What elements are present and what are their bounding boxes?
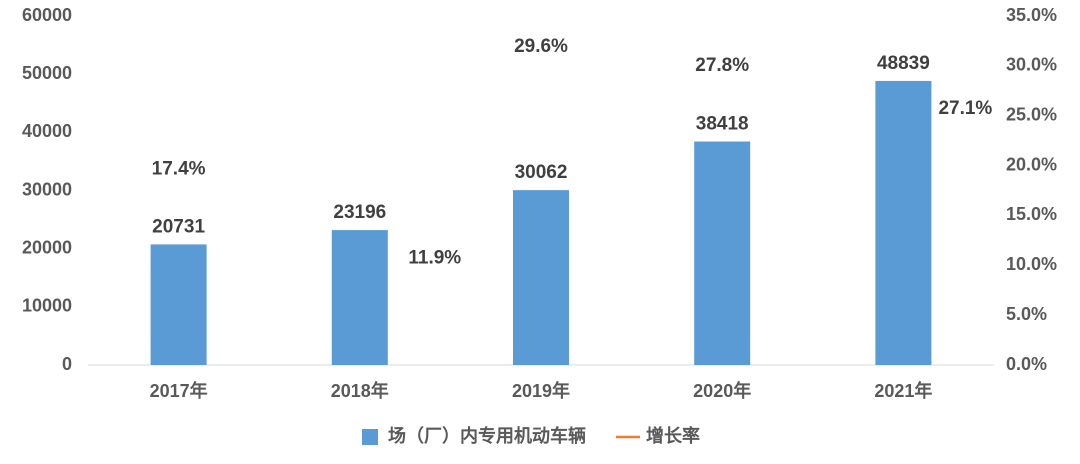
data-label: 38418 xyxy=(696,114,749,135)
y-tick-label: 0 xyxy=(62,354,72,374)
y-tick-label: 60000 xyxy=(22,5,72,25)
x-tick-label: 2017年 xyxy=(150,380,208,401)
bar xyxy=(513,190,569,365)
data-label: 29.6% xyxy=(514,36,568,57)
x-tick-label: 2020年 xyxy=(693,380,751,401)
x-tick-label: 2018年 xyxy=(331,380,389,401)
data-label: 27.8% xyxy=(695,55,749,76)
y2-tick-label: 15.0% xyxy=(1006,204,1057,224)
bar xyxy=(150,244,207,365)
y2-tick-label: 35.0% xyxy=(1006,5,1057,25)
legend-label: 场（厂）内专用机动车辆 xyxy=(388,425,586,446)
data-label: 30062 xyxy=(515,162,568,183)
bar xyxy=(875,80,932,366)
y2-tick-label: 30.0% xyxy=(1006,55,1057,75)
legend-label: 增长率 xyxy=(646,425,700,446)
data-label: 23196 xyxy=(333,202,386,223)
y-tick-label: 50000 xyxy=(22,63,72,83)
y-tick-label: 40000 xyxy=(22,121,72,141)
data-label: 11.9% xyxy=(408,247,461,268)
bar xyxy=(694,141,751,365)
y2-tick-label: 5.0% xyxy=(1006,304,1047,324)
y2-tick-label: 0.0% xyxy=(1006,354,1047,374)
bar xyxy=(331,230,388,365)
data-label: 27.1% xyxy=(938,98,992,119)
y-tick-label: 20000 xyxy=(22,237,72,257)
x-tick-label: 2019年 xyxy=(512,380,570,401)
x-tick-label: 2021年 xyxy=(874,380,932,401)
y2-tick-label: 25.0% xyxy=(1006,104,1057,124)
y2-tick-label: 10.0% xyxy=(1006,254,1057,274)
y-tick-label: 10000 xyxy=(22,296,72,316)
legend-swatch xyxy=(362,429,378,445)
data-label: 17.4% xyxy=(152,159,206,180)
y2-tick-label: 20.0% xyxy=(1006,154,1057,174)
y-tick-label: 30000 xyxy=(22,179,72,199)
data-label: 20731 xyxy=(152,216,205,237)
data-label: 48839 xyxy=(877,53,930,74)
